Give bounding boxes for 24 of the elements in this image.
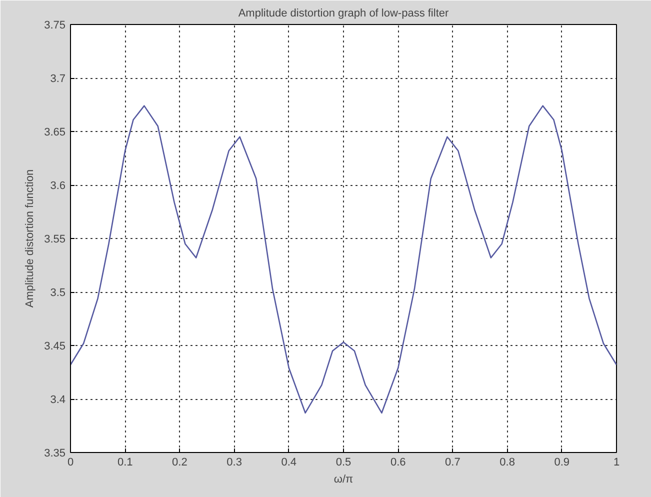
- y-tick-label: 3.45: [44, 340, 66, 352]
- y-tick-label: 3.35: [44, 448, 66, 460]
- y-tick-label: 3.55: [44, 234, 66, 246]
- chart-title: Amplitude distortion graph of low-pass filter: [238, 8, 449, 20]
- x-tick-label: 0.6: [390, 456, 406, 468]
- y-tick-label: 3.75: [44, 20, 66, 32]
- x-tick-label: 0.9: [554, 456, 570, 468]
- x-tick-label: 0.1: [117, 456, 133, 468]
- y-tick-label: 3.7: [50, 73, 66, 85]
- line-series: [70, 105, 616, 414]
- y-axis-title: Amplitude distortion function: [24, 169, 36, 308]
- x-tick-label: 0: [67, 456, 74, 468]
- x-tick-label: 0.2: [172, 456, 188, 468]
- x-tick-label: 1: [613, 456, 620, 468]
- x-tick-label: 0.7: [445, 456, 460, 468]
- y-tick-label: 3.65: [44, 126, 66, 138]
- x-tick-label: 0.4: [281, 456, 297, 468]
- y-tick-label: 3.4: [50, 394, 66, 406]
- x-tick-label: 0.8: [500, 456, 515, 468]
- x-tick-label: 0.5: [336, 456, 352, 468]
- x-axis-title: ω/π: [334, 474, 354, 486]
- x-tick-label: 0.3: [226, 456, 242, 468]
- y-tick-label: 3.5: [50, 287, 66, 299]
- y-tick-label: 3.6: [50, 180, 66, 192]
